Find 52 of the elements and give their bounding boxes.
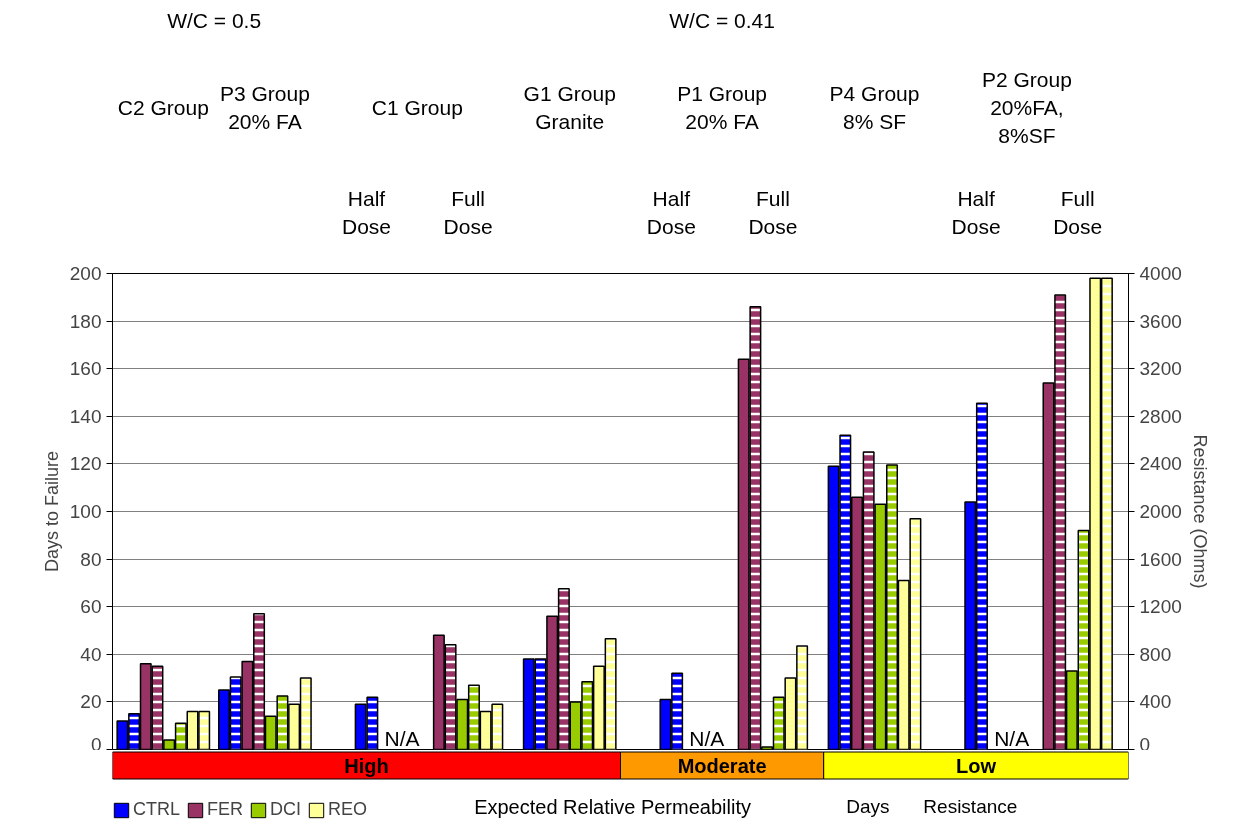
y2-axis-title: Resistance (Ohms): [1189, 434, 1210, 589]
y-tick-label: 0: [90, 733, 102, 755]
text: High: [344, 754, 389, 777]
y2-tick-label: 400: [1139, 691, 1172, 713]
text: P4 Group 8% SF: [829, 82, 920, 133]
text: G1 Group Granite: [523, 82, 616, 133]
y2-tick-label: 4000: [1139, 263, 1182, 284]
y-tick-label: 140: [69, 405, 102, 427]
y-axis-title: Days to Failure: [41, 450, 62, 573]
y2-tick-label: 0: [1139, 733, 1151, 755]
legend-label: CTRL: [133, 799, 181, 820]
text: P2 Group 20%FA, 8%SF: [981, 68, 1072, 147]
text: Moderate: [677, 754, 767, 777]
y2-tick-label: 1200: [1139, 596, 1182, 618]
legend-label: DCI: [270, 799, 302, 820]
text: Expected Relative Permeability: [474, 795, 751, 818]
y-tick-label: 160: [69, 358, 102, 380]
y-tick-label: 100: [69, 501, 102, 522]
y-tick-label: 60: [80, 596, 102, 618]
legend-label: REO: [328, 799, 368, 820]
text: Full Dose: [443, 187, 493, 238]
text: Half Dose: [341, 187, 392, 238]
text: Full Dose: [748, 187, 798, 238]
y-tick-label: 180: [69, 310, 102, 332]
text: C2 Group: [117, 96, 209, 119]
y2-tick-label: 2400: [1139, 453, 1182, 475]
text: P3 Group 20% FA: [219, 82, 310, 133]
annotation: N/A: [994, 726, 1030, 750]
legend-label: FER: [207, 799, 244, 820]
text: Half Dose: [646, 187, 696, 238]
text: Half Dose: [951, 187, 1001, 238]
text: P1 Group 20% FA: [677, 82, 768, 133]
y2-tick-label: 3600: [1139, 310, 1182, 332]
text: Days: [846, 796, 890, 817]
annotation: N/A: [384, 726, 420, 750]
y-tick-label: 80: [80, 548, 102, 570]
annotation: N/A: [689, 726, 725, 750]
y2-tick-label: 2800: [1139, 405, 1182, 427]
text: W/C = 0.5: [167, 9, 262, 32]
y2-tick-label: 800: [1139, 643, 1172, 665]
text: Resistance: [923, 796, 1018, 817]
y-tick-label: 200: [69, 263, 102, 284]
y-tick-label: 40: [80, 643, 102, 665]
y2-tick-label: 3200: [1139, 358, 1182, 380]
text: W/C = 0.41: [669, 9, 775, 32]
text: Full Dose: [1053, 187, 1103, 238]
y2-tick-label: 1600: [1139, 548, 1182, 570]
y-tick-label: 20: [80, 691, 102, 713]
y-tick-label: 120: [69, 453, 102, 475]
y2-tick-label: 2000: [1139, 501, 1182, 522]
text: Low: [956, 754, 997, 777]
text: C1 Group: [371, 96, 463, 119]
